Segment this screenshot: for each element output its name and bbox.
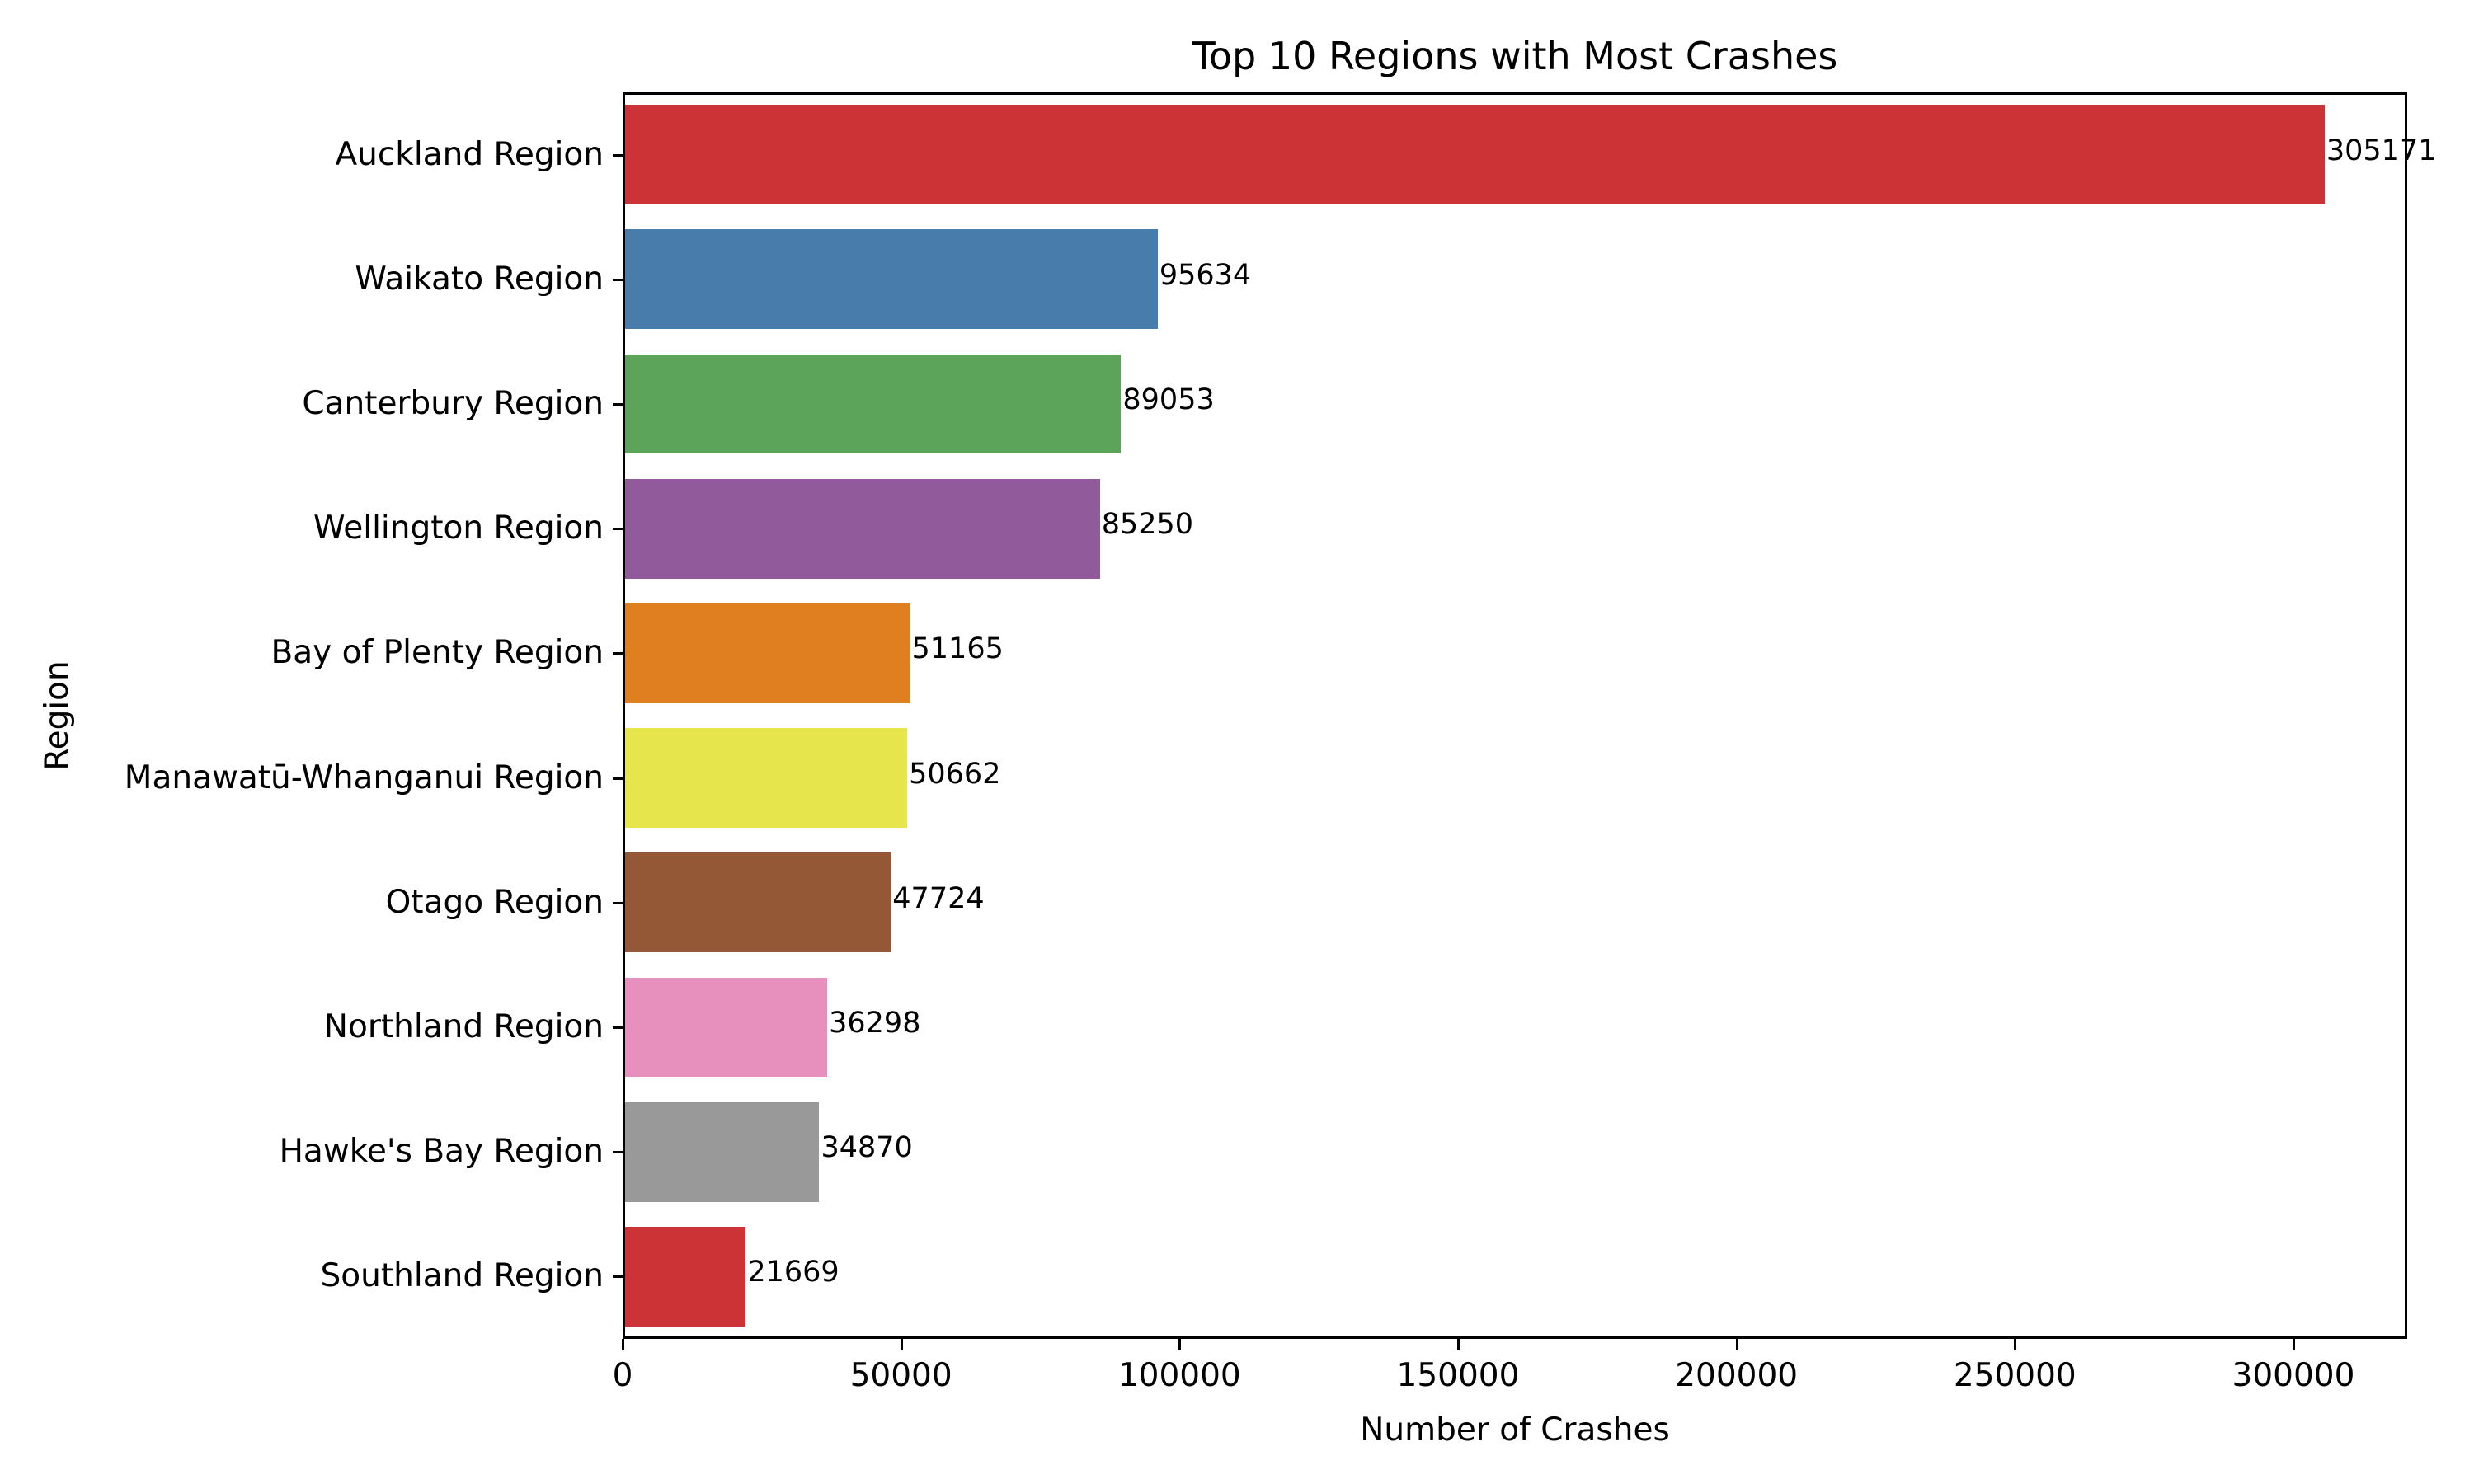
bar-value-label: 51165	[911, 632, 1004, 666]
y-tick	[613, 278, 623, 281]
x-tick	[1735, 1339, 1738, 1350]
bar-value-label: 89053	[1122, 383, 1215, 416]
y-axis-label: Region	[39, 660, 76, 771]
x-tick-label: 300000	[2232, 1357, 2355, 1394]
bar	[625, 728, 908, 829]
bar-value-label: 36298	[829, 1007, 921, 1040]
bar-value-label: 34870	[821, 1131, 913, 1165]
x-tick-label: 0	[612, 1357, 633, 1394]
bar-value-label: 47724	[892, 881, 985, 915]
bar	[625, 105, 2325, 205]
bar	[625, 1226, 746, 1327]
bar-value-label: 95634	[1159, 258, 1252, 292]
bar	[625, 603, 910, 703]
y-tick-label: Wellington Region	[313, 510, 604, 547]
y-tick	[613, 777, 623, 780]
bar	[625, 229, 1158, 330]
bar	[625, 852, 891, 953]
bar	[625, 478, 1100, 579]
bar	[625, 1101, 820, 1202]
y-tick-label: Canterbury Region	[302, 385, 604, 422]
bar-value-label: 50662	[909, 757, 1001, 791]
y-tick	[613, 403, 623, 406]
bar-value-label: 305171	[2326, 134, 2437, 167]
x-tick-label: 150000	[1396, 1357, 1520, 1394]
y-tick-label: Waikato Region	[355, 260, 604, 298]
bar-value-label: 85250	[1101, 508, 1194, 542]
x-tick-label: 50000	[849, 1357, 952, 1394]
x-tick	[2292, 1339, 2295, 1350]
bar	[625, 354, 1122, 454]
x-tick	[1456, 1339, 1460, 1350]
y-tick-label: Hawke's Bay Region	[279, 1133, 604, 1171]
x-tick-label: 100000	[1117, 1357, 1241, 1394]
bar-value-label: 21669	[747, 1256, 840, 1289]
x-tick	[1178, 1339, 1182, 1350]
y-tick-label: Southland Region	[320, 1257, 604, 1295]
x-axis-label: Number of Crashes	[1360, 1411, 1670, 1449]
y-tick	[613, 1026, 623, 1029]
y-tick-label: Auckland Region	[335, 135, 604, 173]
bar	[625, 977, 828, 1078]
x-tick-label: 200000	[1675, 1357, 1799, 1394]
x-tick	[900, 1339, 903, 1350]
y-tick-label: Bay of Plenty Region	[270, 634, 604, 672]
y-tick	[613, 528, 623, 531]
x-tick	[2014, 1339, 2017, 1350]
y-tick-label: Northland Region	[323, 1008, 604, 1045]
y-tick	[613, 153, 623, 157]
y-tick-label: Otago Region	[385, 883, 604, 921]
y-tick	[613, 901, 623, 904]
y-tick	[613, 1151, 623, 1154]
y-tick-label: Manawatū-Whanganui Region	[124, 758, 604, 796]
chart-title: Top 10 Regions with Most Crashes	[1192, 34, 1838, 78]
x-tick	[622, 1339, 624, 1350]
plot-area: 305171 95634 89053 85250 51165 50662 47724 3629…	[623, 92, 2436, 1339]
x-tick-label: 250000	[1953, 1357, 2077, 1394]
y-tick	[613, 652, 623, 655]
y-tick	[613, 1275, 623, 1279]
